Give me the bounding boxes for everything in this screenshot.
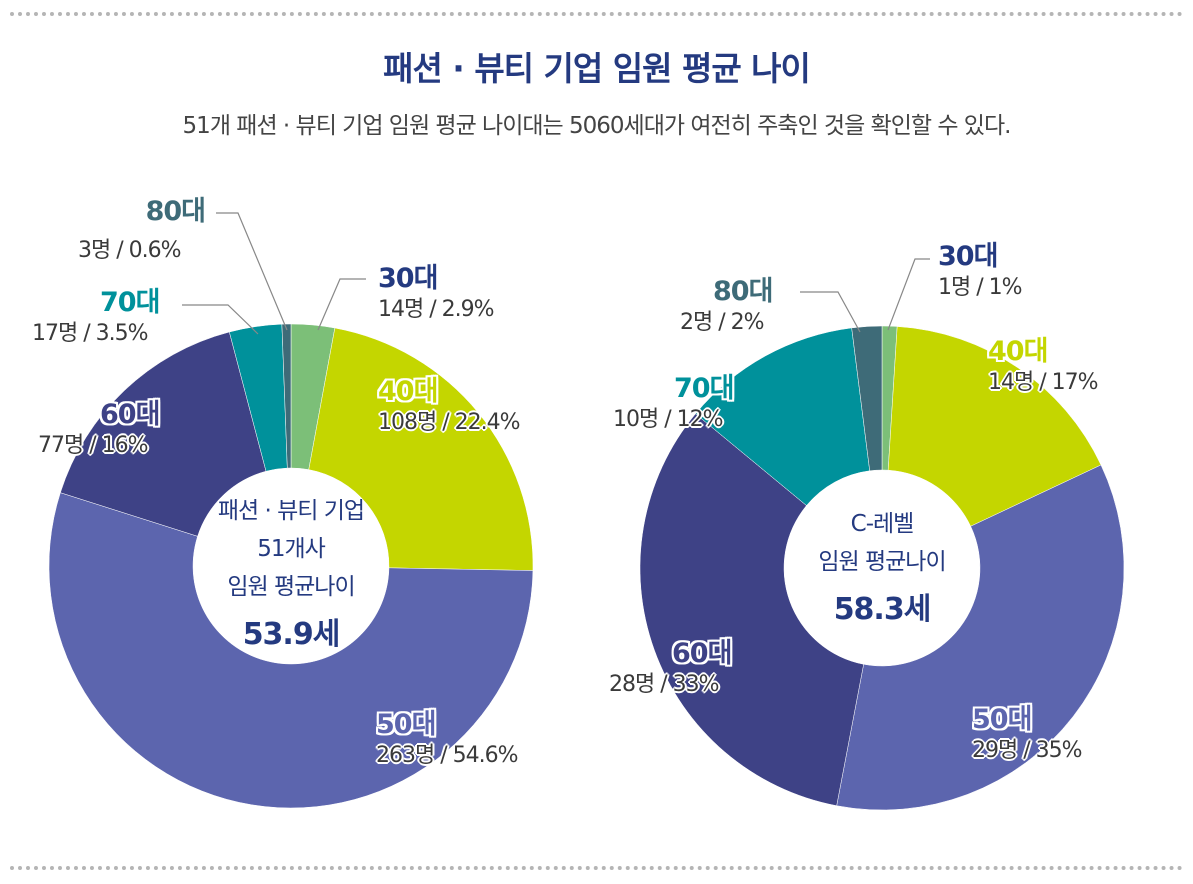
slice-right-70대 — [695, 327, 870, 506]
center-right-line1: C-레벨 — [850, 511, 915, 537]
leader-left-80 — [216, 212, 288, 331]
center-left-line3: 임원 평균나이 — [227, 574, 355, 600]
center-left-value: 53.9세 — [242, 617, 341, 652]
label-left-80-value: 3명 / 0.6% — [78, 238, 182, 263]
label-left-60: 60대 77명 / 16% — [38, 399, 160, 458]
label-left-70: 70대 17명 / 3.5% — [32, 287, 160, 346]
center-left-line2: 51개사 — [257, 536, 326, 562]
center-left: 패션 · 뷰티 기업 51개사 임원 평균나이 53.9세 — [181, 492, 401, 654]
slice-left-50대 — [48, 492, 534, 809]
leader-lines — [182, 212, 930, 335]
leader-right-80 — [800, 291, 861, 333]
slice-right-50대 — [836, 464, 1125, 811]
slice-right-80대 — [851, 325, 883, 472]
center-right-value: 58.3세 — [833, 592, 932, 627]
slice-left-40대 — [308, 327, 534, 571]
label-right-50: 50대 29명 / 35% — [972, 704, 1083, 763]
slice-right-40대 — [887, 326, 1102, 527]
label-right-60: 60대 28명 / 33% — [609, 638, 732, 697]
leader-left-70 — [182, 304, 259, 335]
leader-right-30 — [887, 258, 930, 331]
label-left-50: 50대 263명 / 54.6% — [376, 709, 519, 768]
label-right-40: 40대 14명 / 17% — [988, 336, 1099, 395]
donut-left — [48, 323, 534, 809]
label-right-70: 70대 10명 / 12% — [613, 373, 734, 432]
label-right-30: 30대 1명 / 1% — [938, 241, 1023, 300]
slice-right-60대 — [639, 413, 864, 807]
label-left-40: 40대 108명 / 22.4% — [378, 376, 521, 435]
center-right-line2: 임원 평균나이 — [818, 549, 946, 575]
donut-right — [639, 325, 1125, 811]
center-left-line1: 패션 · 뷰티 기업 — [217, 498, 365, 524]
label-left-80: 80대 — [145, 196, 206, 227]
center-right: C-레벨 임원 평균나이 58.3세 — [772, 505, 992, 629]
top-divider — [10, 12, 1183, 16]
chart-subtitle: 51개 패션 · 뷰티 기업 임원 평균 나이대는 5060세대가 여전히 주축… — [182, 113, 1012, 139]
label-right-80: 80대 2명 / 2% — [680, 276, 773, 335]
slice-left-60대 — [60, 331, 267, 537]
leader-left-30 — [317, 278, 366, 331]
chart-title: 패션 · 뷰티 기업 임원 평균 나이 — [383, 49, 811, 88]
bottom-divider — [10, 866, 1183, 870]
label-left-30: 30대 14명 / 2.9% — [378, 263, 495, 322]
